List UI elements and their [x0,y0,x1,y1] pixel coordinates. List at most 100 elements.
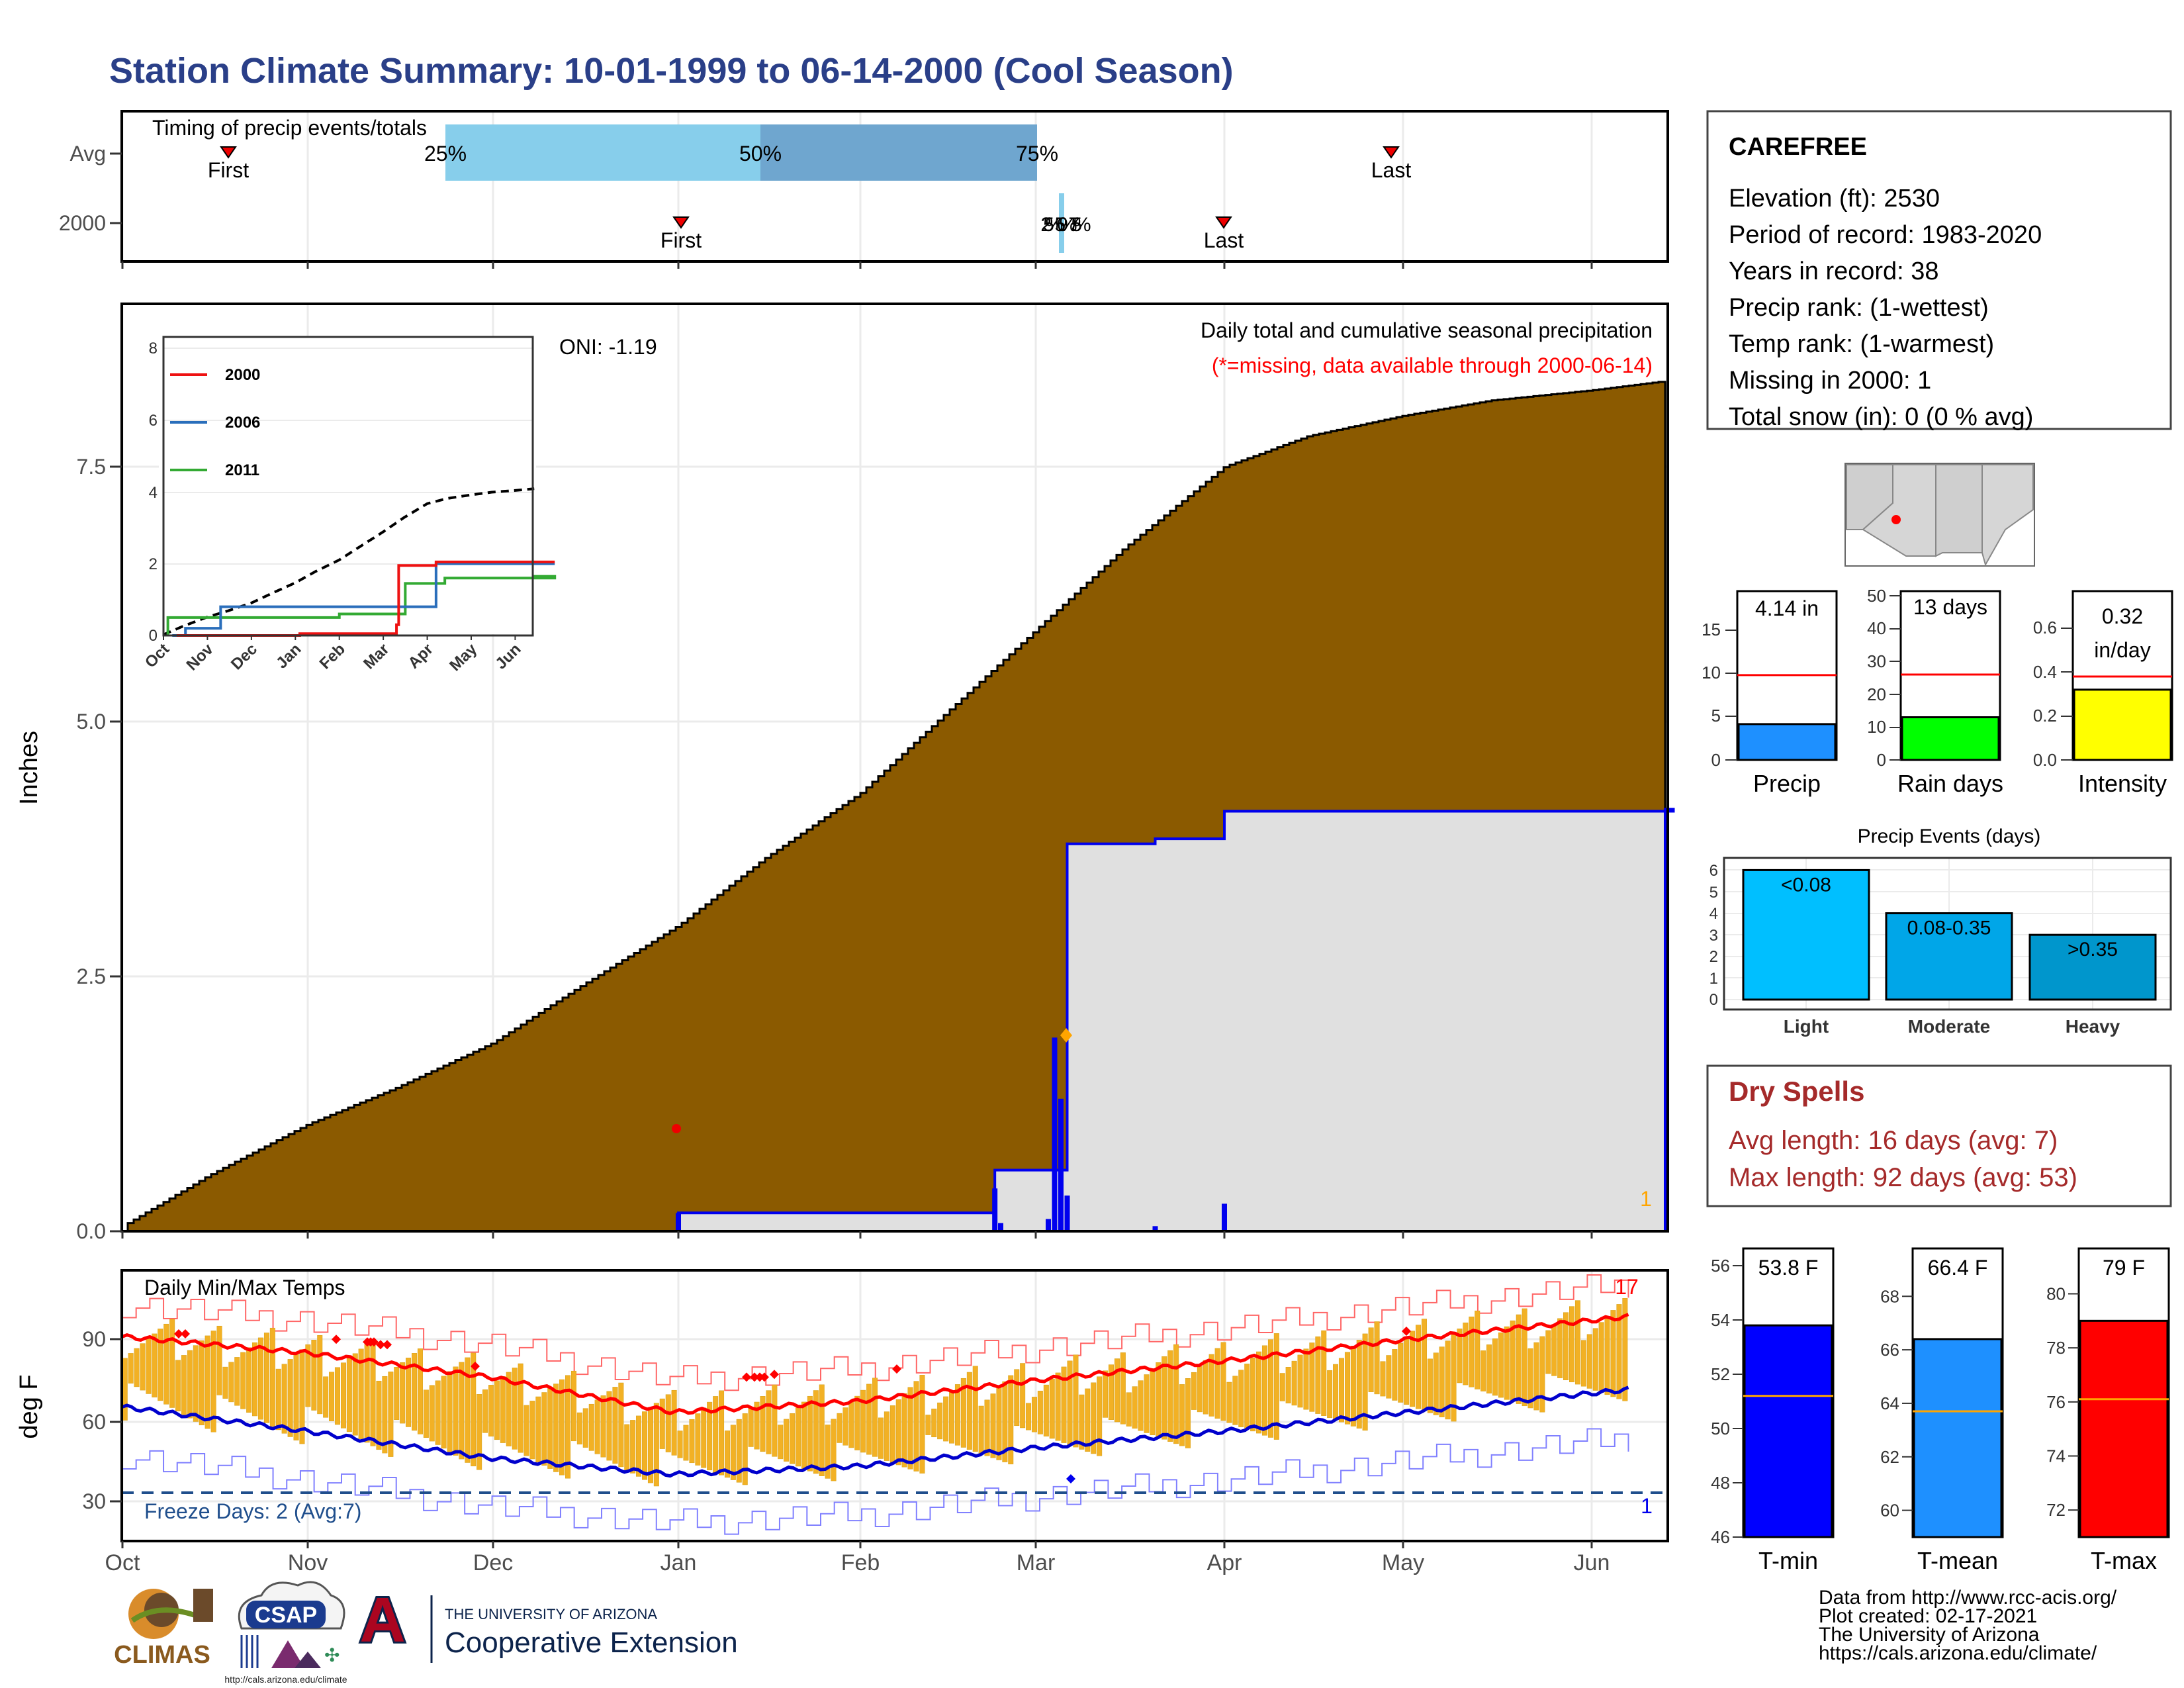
precip-ytick-2: 5.0 [77,710,106,733]
daily-temp-bar [760,1396,766,1452]
daily-temp-bar [1002,1381,1008,1462]
daily-temp-bar [122,1358,128,1421]
inset-ytick-8: 8 [149,340,158,357]
inset-xtick: Jan [273,640,304,672]
daily-temp-bar [1020,1363,1026,1429]
daily-temp-bar [624,1424,630,1470]
y2000-last-marker [1215,216,1232,229]
daily-precip-bar [1064,1196,1070,1231]
temp-summary-ytick: 56 [1711,1256,1730,1276]
xaxis-oct: Oct [105,1550,140,1575]
rain-ytick-20: 20 [1867,684,1886,704]
station-name: CAREFREE [1729,133,1867,161]
record-high-dot [750,1372,759,1382]
daily-temp-bar [523,1405,529,1456]
record-high-dot [383,1340,392,1350]
daily-temp-bar [317,1335,323,1415]
xaxis-jun: Jun [1574,1550,1610,1575]
precip-event-bar [1885,912,2013,1001]
daily-temp-bar [1315,1336,1321,1414]
daily-temp-bar [175,1360,181,1412]
inset-legend-2000: 2000 [225,366,260,384]
daily-temp-bar [547,1387,553,1469]
events-ytick-2: 2 [1709,948,1718,966]
daily-temp-bar [1610,1310,1616,1397]
avg-pct-50: 50% [739,142,782,165]
daily-temp-bar [878,1417,884,1459]
daily-temp-bar [459,1362,465,1460]
daily-temp-bar [275,1368,281,1430]
record-high-dot [1402,1326,1411,1336]
events-ytick-6: 6 [1709,862,1718,880]
daily-temp-bar [1421,1319,1427,1411]
daily-temp-bar [1586,1334,1592,1389]
precip-event-label: 0.08-0.35 [1907,917,1991,939]
station-missing: Missing in 2000: 1 [1729,367,1931,395]
precip-ytick-1: 2.5 [77,964,106,988]
record-high-dot [770,1370,779,1380]
daily-precip-bar [676,1213,681,1231]
precip-ytick-0: 0.0 [77,1219,106,1243]
daily-temp-bar [860,1389,866,1453]
intensity-chart: 0.32 in/day Intensity 0.0 0.2 0.4 0.6 [2033,590,2173,797]
daily-temp-bar [1327,1370,1333,1419]
daily-temp-bar [1049,1378,1055,1439]
daily-temp-bar [1097,1376,1103,1456]
timing-avg-bar-25-50 [445,124,760,181]
rain-days-chart: 13 days Rain days 0 10 20 30 40 50 [1867,586,2003,797]
ua-a-letter: A [359,1585,405,1656]
daily-temp-bar [1037,1390,1043,1434]
daily-temp-bar [340,1362,346,1429]
daily-temp-bar [1144,1374,1150,1433]
temp-summary-charts: 53.8 F T-min 46 48 50 52 54 56 66.4 F T-mean 60 62 6… [1711,1247,2170,1574]
record-high-dot [376,1340,385,1350]
daily-temp-bar [895,1399,901,1466]
daily-temp-bar [205,1335,210,1429]
daily-temp-bar [724,1430,730,1478]
daily-temp-bar [1267,1339,1273,1438]
temp-summary-label: 53.8 F [1758,1256,1819,1280]
daily-temp-bar [1592,1328,1598,1391]
daily-temp-bar [352,1353,358,1436]
daily-temp-bar [228,1362,234,1403]
events-cat-light: Light [1784,1016,1829,1037]
precip-event-label: <0.08 [1781,874,1831,896]
daily-temp-bar [1344,1352,1350,1425]
daily-temp-bar [1386,1355,1392,1399]
rain-ytick-0: 0 [1877,750,1886,770]
daily-temp-bar [1079,1394,1085,1450]
temp-summary-ytick: 66 [1880,1340,1899,1360]
timing-row-2000: 2000 [59,211,106,235]
daily-temp-bar [246,1347,252,1413]
daily-temp-bar [477,1394,482,1470]
daily-temp-bar [1356,1339,1362,1429]
precip-event-bar [2028,933,2157,1001]
daily-temp-bar [518,1363,523,1453]
daily-temp-bar [565,1375,571,1479]
daily-temp-bar [1557,1318,1563,1378]
daily-temp-bar [1091,1382,1097,1454]
daily-temp-bar [1179,1384,1185,1446]
daily-temp-bar [966,1372,972,1450]
csap-cactus-icon: ✣ [324,1645,340,1665]
precip-event-bar [1742,868,1870,1001]
xaxis-apr: Apr [1207,1550,1242,1575]
daily-precip-bar [1222,1203,1227,1231]
daily-temp-bar [784,1419,790,1462]
daily-temp-bar [884,1411,889,1461]
daily-temp-bar [1031,1397,1037,1432]
record-high-dot [892,1364,901,1374]
inset-ytick-0: 0 [149,627,158,645]
daily-temp-bar [642,1411,648,1480]
record-high-dot [181,1329,190,1339]
daily-temp-bar [1008,1375,1014,1465]
daily-temp-bar [665,1394,671,1452]
daily-temp-bar [842,1407,848,1446]
daily-temp-bar [907,1387,913,1470]
footer-line-univ: The University of Arizona [1819,1624,2040,1646]
intensity-ytick-04: 0.4 [2033,662,2057,682]
daily-temp-bar [529,1401,535,1460]
daily-temp-bar [866,1383,872,1455]
daily-temp-bar [406,1358,412,1427]
inset-chart: 0 2 4 6 8 Oct Nov Dec Jan Feb Mar Apr May Jun 20… [142,336,557,675]
